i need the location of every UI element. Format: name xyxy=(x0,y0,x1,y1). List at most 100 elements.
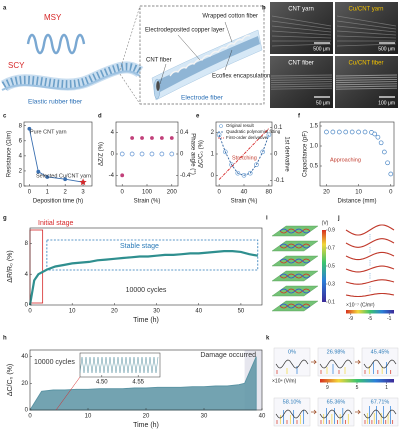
electrode-label: Electrode fiber xyxy=(181,95,224,102)
x-tick-label: 30 xyxy=(153,309,160,315)
y-tick-label: 8 xyxy=(19,123,23,129)
sem-name: Cu/CNT fiber xyxy=(349,61,384,67)
charge-wave xyxy=(345,224,395,236)
inset-tick-label: 4.50 xyxy=(96,380,108,386)
marker xyxy=(169,151,175,157)
legend-label: Quadratic polynomial fitting xyxy=(226,129,281,134)
marker xyxy=(149,151,155,157)
colorbar-unit: ×10⁻⁷ (C/m²) xyxy=(346,302,375,308)
y2-tick-label: 0 xyxy=(274,152,278,158)
annotation: Approaching xyxy=(330,157,361,163)
panel-letter: d xyxy=(98,114,102,120)
series-line xyxy=(218,134,270,176)
sem-name: CNT yarn xyxy=(288,7,314,13)
field-image xyxy=(273,347,311,377)
x-tick-label: 100 xyxy=(142,190,153,196)
scy-label: SCY xyxy=(8,61,25,70)
panel-letter: k xyxy=(266,336,270,342)
colorbar-tick-label: -5 xyxy=(368,316,373,322)
sem-texture xyxy=(270,74,333,77)
sem-name: CNT fiber xyxy=(288,61,314,67)
sem-name: Cu/CNT yarn xyxy=(349,7,384,13)
x-tick-label: 2 xyxy=(63,190,67,196)
annotation: Stretching xyxy=(232,155,257,161)
cotton-label: Wrapped cotton fiber xyxy=(202,14,258,20)
x-tick-label: 0 xyxy=(28,309,32,315)
sem-texture xyxy=(271,35,332,39)
copper-label: Electrodeposited copper layer xyxy=(145,28,224,34)
x-axis-label: Deposition time (h) xyxy=(33,199,83,205)
msy-label: MSY xyxy=(44,13,62,22)
annotation: Stable stage xyxy=(120,243,159,250)
marker xyxy=(388,171,394,177)
x-tick-label: 1 xyxy=(46,190,50,196)
marker xyxy=(343,129,349,135)
field-wave xyxy=(279,288,311,294)
x-tick-label: 10 xyxy=(69,309,76,315)
legend-swatch xyxy=(219,124,223,128)
sem-texture xyxy=(270,87,333,90)
sem-texture xyxy=(336,43,397,47)
y-tick-label: 4 xyxy=(19,153,23,159)
sem-texture xyxy=(271,20,332,30)
x-axis-label: Strain (%) xyxy=(231,199,258,205)
field-wave xyxy=(275,359,309,369)
x-axis-label: Distance (mm) xyxy=(337,199,376,205)
field-wave xyxy=(319,409,353,419)
sem-texture xyxy=(270,78,333,81)
inset-tick-label: 4.55 xyxy=(132,380,144,386)
marker xyxy=(140,136,144,140)
y-tick-label: 1.5 xyxy=(310,124,319,130)
marker xyxy=(381,149,387,155)
x-tick-label: 50 xyxy=(238,309,245,315)
marker xyxy=(372,131,378,137)
y2-tick-label: -0.1 xyxy=(274,178,285,184)
marker xyxy=(324,129,329,135)
elastic-label: Elastic rubber fiber xyxy=(28,99,83,106)
stage-arrow xyxy=(311,409,317,415)
stage-label: 67.71% xyxy=(371,399,390,405)
y-tick-label: 0 xyxy=(111,152,115,158)
y-tick-label: 2 xyxy=(211,130,215,136)
x-axis-label: Strain (%) xyxy=(134,199,161,205)
y-tick-label: -4 xyxy=(109,173,115,179)
stage-label: 0% xyxy=(288,349,296,355)
inset-frame xyxy=(79,352,161,378)
plot-frame xyxy=(319,121,395,187)
y2-tick-label: 0 xyxy=(180,152,184,158)
stage-label: 65.36% xyxy=(327,399,346,405)
x-tick-label: 0 xyxy=(217,190,221,196)
field-image xyxy=(361,397,399,427)
sem-texture xyxy=(336,25,397,33)
colorbar-tick-label: 1 xyxy=(385,385,388,391)
y-axis-label: ΔZ/Z (%) xyxy=(99,142,105,166)
sem-texture xyxy=(336,35,397,39)
marker xyxy=(378,140,384,146)
marker xyxy=(169,136,174,140)
y2-tick-label: 0.4 xyxy=(180,130,189,136)
scale-label: 500 μm xyxy=(378,46,395,52)
scale-label: 100 μm xyxy=(378,100,395,106)
charge-wave xyxy=(345,238,395,248)
x-tick-label: 3 xyxy=(81,190,85,196)
x-tick-label: 10 xyxy=(85,414,92,420)
y2-tick-label: -0.4 xyxy=(180,173,191,179)
annotation: Damage occurred xyxy=(200,352,256,359)
colorbar xyxy=(322,230,326,302)
panel-letter: j xyxy=(337,216,340,222)
marker xyxy=(120,173,125,178)
marker xyxy=(129,151,135,157)
marker xyxy=(385,160,390,166)
colorbar xyxy=(346,310,394,314)
y-tick-label: 1 xyxy=(211,152,215,158)
y-tick-label: 20 xyxy=(21,381,28,387)
sem-texture xyxy=(271,30,332,36)
annotation: 10000 cycles xyxy=(126,287,167,294)
sem-texture xyxy=(335,81,398,84)
marker xyxy=(79,178,87,186)
y-tick-label: 8 xyxy=(25,241,29,247)
panel-letter: c xyxy=(3,114,7,120)
x-tick-label: 0 xyxy=(389,190,393,196)
y2-axis-label: 1st derivative xyxy=(283,136,289,172)
